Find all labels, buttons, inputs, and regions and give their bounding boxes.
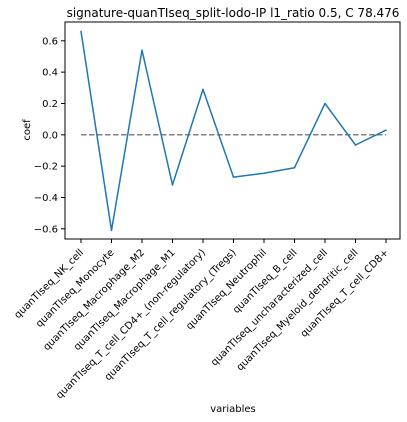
y-tick-label: −0.4 [34, 193, 58, 204]
y-tick-label: −0.6 [34, 224, 58, 235]
data-point [293, 166, 296, 169]
data-point [202, 88, 204, 91]
y-tick-label: 0.2 [42, 99, 58, 110]
data-point [354, 144, 357, 146]
y-axis-label: coef [22, 119, 33, 141]
data-point [171, 184, 174, 186]
data-point [324, 102, 326, 105]
series-layer [80, 30, 387, 232]
data-point [141, 49, 143, 51]
data-point [80, 30, 82, 33]
data-point [385, 129, 387, 131]
y-axis: −0.6 −0.4 −0.2 0.0 0.2 0.4 0.6 [34, 36, 65, 235]
y-tick-label: 0.6 [42, 36, 58, 47]
y-tick-label: −0.2 [34, 162, 58, 173]
plot-area [64, 21, 401, 240]
chart-title: signature-quanTIseq_split-lodo-IP l1_rat… [67, 6, 400, 20]
x-axis-label: variables [210, 404, 256, 415]
data-point [263, 172, 265, 174]
plot-frame [64, 21, 401, 240]
y-tick-label: 0.4 [42, 68, 58, 79]
y-tick-label: 0.0 [42, 130, 58, 141]
data-point [232, 176, 235, 178]
data-point [110, 229, 113, 232]
